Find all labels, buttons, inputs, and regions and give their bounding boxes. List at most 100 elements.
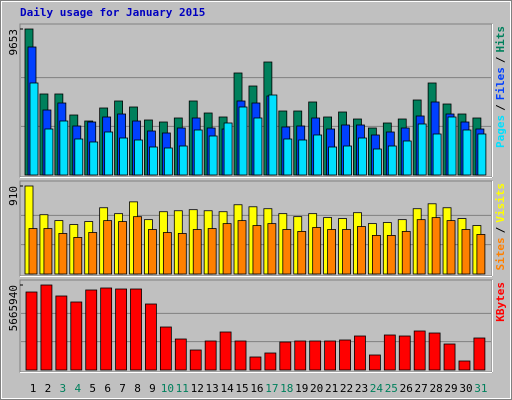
bar: [447, 116, 457, 176]
bar: [357, 226, 366, 275]
legend-entry: Pages: [494, 115, 507, 148]
bar: [413, 330, 426, 371]
x-tick-label: 19: [295, 382, 308, 395]
bar: [327, 229, 337, 275]
bar: [446, 220, 456, 275]
x-tick-label: 1: [30, 382, 37, 395]
bar: [298, 139, 308, 176]
bar: [328, 146, 338, 176]
x-tick-label: 11: [176, 382, 189, 395]
bar: [222, 223, 232, 275]
legend-separator: /: [494, 56, 507, 63]
bar: [58, 233, 68, 275]
bar: [208, 135, 218, 176]
x-tick-label: 2: [45, 382, 52, 395]
bar: [458, 360, 471, 371]
bar: [372, 148, 382, 176]
bar: [462, 129, 472, 176]
legend-separator: /: [494, 104, 507, 111]
x-tick-label: 10: [161, 382, 174, 395]
bar: [148, 229, 157, 275]
bar: [189, 349, 202, 371]
bar: [431, 217, 441, 275]
bar: [159, 326, 172, 371]
bar: [473, 337, 486, 371]
x-tick-label: 20: [310, 382, 323, 395]
bar: [103, 220, 113, 275]
bar: [192, 229, 202, 275]
bar: [387, 145, 397, 176]
x-tick-label: 31: [474, 382, 487, 395]
bar: [100, 287, 113, 371]
bar: [238, 106, 248, 176]
bar: [339, 339, 351, 371]
bar: [358, 137, 367, 176]
bar: [324, 340, 337, 371]
bar: [73, 237, 83, 275]
x-tick-label: 26: [400, 382, 413, 395]
bar: [118, 221, 127, 275]
legend: Pages / Files / Hits: [494, 26, 507, 148]
bar: [309, 340, 322, 371]
bar: [74, 138, 84, 176]
bar: [59, 120, 69, 176]
bar: [297, 231, 307, 275]
bar: [416, 219, 426, 275]
bar: [401, 231, 411, 275]
bar: [461, 229, 471, 275]
bar: [237, 220, 247, 275]
legend-entry: Sites: [494, 237, 507, 270]
bar: [476, 234, 486, 275]
bar: [343, 145, 352, 176]
chart-title: Daily usage for January 2015: [20, 6, 205, 19]
x-tick-label: 29: [444, 382, 457, 395]
bar: [268, 94, 278, 176]
y-tick-label: 9653: [7, 29, 20, 56]
bar: [174, 338, 187, 371]
bar: [89, 141, 99, 176]
x-tick-label: 5: [89, 382, 96, 395]
legend-entry: Visits: [494, 183, 507, 223]
bar: [264, 352, 277, 371]
bar: [428, 332, 441, 371]
bar: [145, 303, 157, 371]
bar: [432, 133, 442, 176]
bar: [44, 128, 54, 176]
bar: [177, 233, 187, 275]
legend-entry: Files: [494, 67, 507, 100]
bar: [207, 228, 217, 275]
bar: [354, 335, 366, 371]
bar: [104, 131, 114, 176]
bar: [163, 147, 173, 176]
x-tick-label: 14: [220, 382, 234, 395]
x-tick-label: 12: [191, 382, 204, 395]
x-tick-label: 25: [385, 382, 398, 395]
bar: [383, 334, 396, 371]
bar: [88, 232, 98, 275]
x-tick-label: 15: [235, 382, 248, 395]
bar: [204, 340, 217, 371]
legend-entry: KBytes: [494, 282, 507, 322]
x-tick-label: 8: [134, 382, 141, 395]
bar: [130, 288, 142, 371]
legend-entry: Hits: [494, 26, 507, 53]
x-tick-label: 28: [429, 382, 442, 395]
bar: [28, 228, 38, 275]
y-tick-label: 910: [7, 186, 20, 206]
bar: [223, 122, 233, 176]
bar: [398, 335, 411, 371]
bar: [313, 134, 323, 176]
bar: [70, 301, 83, 371]
x-tick-label: 3: [60, 382, 67, 395]
bar: [417, 123, 427, 176]
bar: [477, 133, 487, 176]
bar: [234, 340, 247, 371]
legend: KBytes: [494, 282, 507, 322]
bar: [133, 216, 142, 275]
legend-separator: /: [494, 226, 507, 233]
bar: [40, 284, 53, 371]
bar: [252, 225, 262, 275]
bar: [115, 288, 127, 371]
